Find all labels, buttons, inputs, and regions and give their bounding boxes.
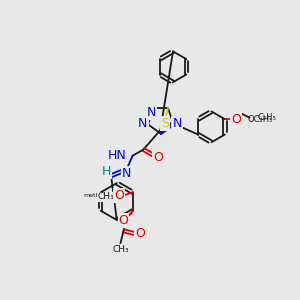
Text: O: O	[135, 227, 145, 240]
Text: N: N	[138, 117, 148, 130]
Text: N: N	[122, 167, 131, 180]
Text: H: H	[102, 165, 111, 178]
Text: HN: HN	[108, 149, 127, 162]
Text: OC₂H₅: OC₂H₅	[248, 115, 273, 124]
Text: N: N	[147, 106, 157, 119]
Text: methoxy: methoxy	[84, 193, 111, 198]
Text: N: N	[172, 117, 182, 130]
Text: O: O	[114, 189, 124, 202]
Text: O: O	[153, 151, 163, 164]
Text: S: S	[161, 117, 169, 130]
Text: O: O	[231, 113, 241, 126]
Text: C₂H₅: C₂H₅	[257, 113, 276, 122]
Text: O: O	[118, 214, 128, 226]
Text: CH₃: CH₃	[112, 245, 129, 254]
Text: CH₃: CH₃	[98, 192, 114, 201]
